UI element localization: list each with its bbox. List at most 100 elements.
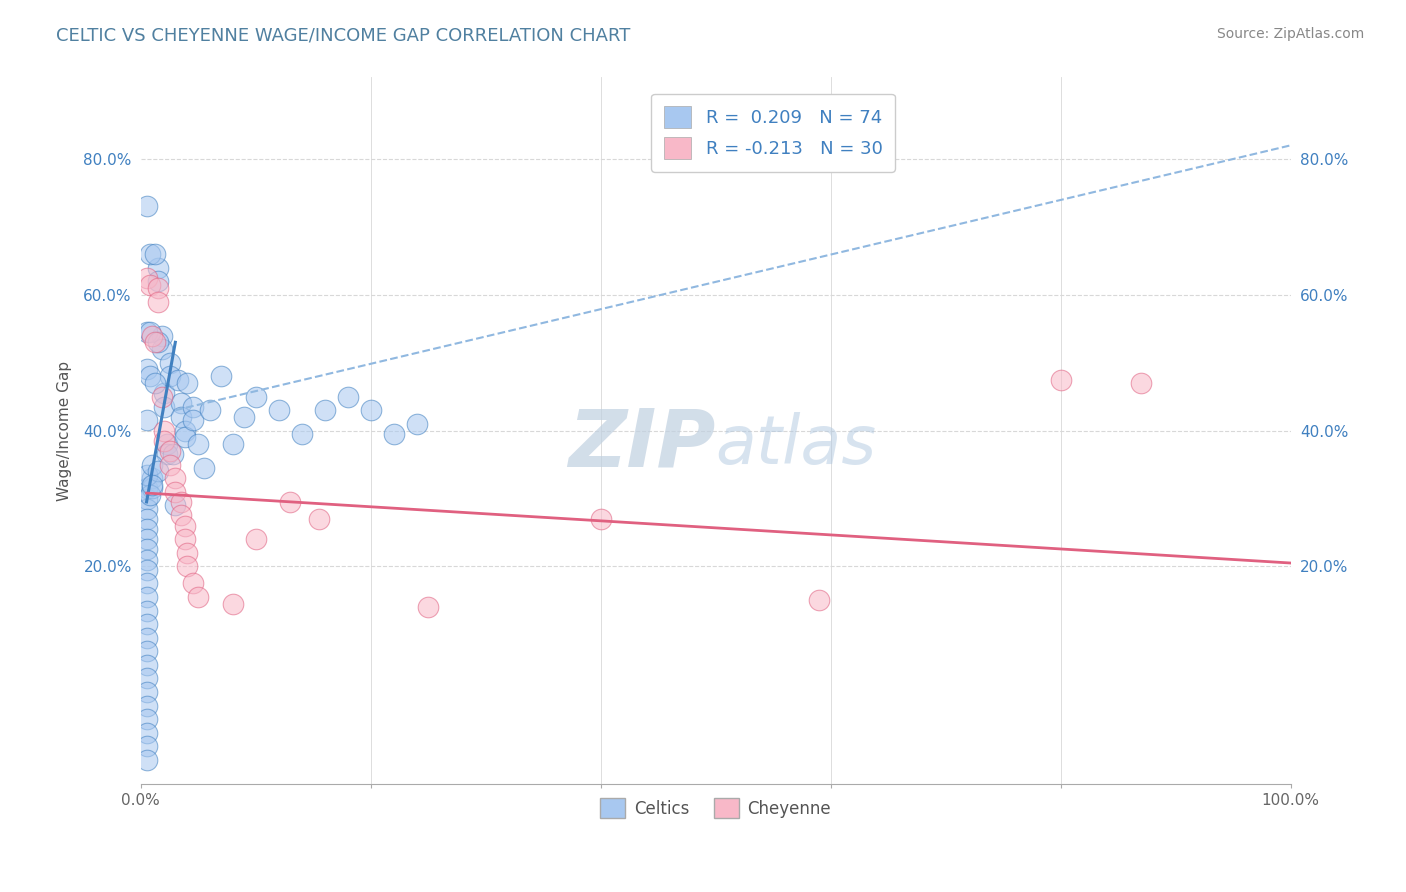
- Point: [141, 458, 163, 472]
- Point: [135, 542, 157, 557]
- Point: [146, 294, 169, 309]
- Point: [222, 437, 245, 451]
- Point: [135, 631, 157, 645]
- Point: [278, 495, 301, 509]
- Point: [150, 342, 173, 356]
- Point: [418, 600, 440, 615]
- Point: [135, 552, 157, 566]
- Point: [135, 753, 157, 767]
- Point: [143, 247, 166, 261]
- Point: [382, 427, 405, 442]
- Point: [245, 390, 267, 404]
- Point: [135, 501, 157, 516]
- Point: [173, 424, 195, 438]
- Y-axis label: Wage/Income Gap: Wage/Income Gap: [58, 360, 72, 500]
- Point: [170, 409, 193, 424]
- Point: [135, 199, 157, 213]
- Text: CELTIC VS CHEYENNE WAGE/INCOME GAP CORRELATION CHART: CELTIC VS CHEYENNE WAGE/INCOME GAP CORRE…: [56, 27, 631, 45]
- Point: [165, 498, 187, 512]
- Point: [141, 471, 163, 485]
- Point: [159, 369, 181, 384]
- Point: [181, 576, 204, 591]
- Point: [143, 376, 166, 390]
- Point: [198, 403, 221, 417]
- Point: [159, 444, 181, 458]
- Point: [135, 739, 157, 754]
- Text: atlas: atlas: [716, 412, 877, 478]
- Point: [139, 325, 162, 339]
- Point: [176, 546, 198, 560]
- Point: [209, 369, 232, 384]
- Point: [135, 576, 157, 591]
- Point: [181, 413, 204, 427]
- Point: [314, 403, 336, 417]
- Point: [135, 467, 157, 482]
- Point: [150, 328, 173, 343]
- Point: [135, 726, 157, 740]
- Point: [159, 356, 181, 370]
- Point: [153, 386, 176, 401]
- Point: [159, 458, 181, 472]
- Point: [135, 698, 157, 713]
- Point: [170, 508, 193, 523]
- Point: [156, 447, 179, 461]
- Point: [267, 403, 290, 417]
- Point: [336, 390, 359, 404]
- Point: [162, 447, 184, 461]
- Point: [308, 512, 330, 526]
- Point: [176, 559, 198, 574]
- Point: [146, 464, 169, 478]
- Point: [233, 409, 256, 424]
- Point: [139, 488, 162, 502]
- Point: [135, 413, 157, 427]
- Point: [187, 437, 209, 451]
- Point: [135, 617, 157, 632]
- Point: [165, 484, 187, 499]
- Point: [135, 590, 157, 604]
- Text: ZIP: ZIP: [568, 406, 716, 483]
- Point: [187, 590, 209, 604]
- Point: [135, 270, 157, 285]
- Point: [808, 593, 831, 607]
- Point: [245, 533, 267, 547]
- Legend: Celtics, Cheyenne: Celtics, Cheyenne: [593, 791, 838, 825]
- Point: [135, 522, 157, 536]
- Point: [153, 400, 176, 414]
- Text: Source: ZipAtlas.com: Source: ZipAtlas.com: [1216, 27, 1364, 41]
- Point: [139, 277, 162, 292]
- Point: [181, 400, 204, 414]
- Point: [141, 328, 163, 343]
- Point: [141, 481, 163, 495]
- Point: [173, 518, 195, 533]
- Point: [135, 491, 157, 506]
- Point: [135, 563, 157, 577]
- Point: [146, 335, 169, 350]
- Point: [146, 274, 169, 288]
- Point: [153, 434, 176, 448]
- Point: [135, 512, 157, 526]
- Point: [170, 396, 193, 410]
- Point: [135, 481, 157, 495]
- Point: [146, 281, 169, 295]
- Point: [143, 335, 166, 350]
- Point: [139, 247, 162, 261]
- Point: [135, 325, 157, 339]
- Point: [135, 712, 157, 726]
- Point: [156, 437, 179, 451]
- Point: [173, 430, 195, 444]
- Point: [173, 533, 195, 547]
- Point: [405, 417, 427, 431]
- Point: [360, 403, 382, 417]
- Point: [139, 369, 162, 384]
- Point: [135, 603, 157, 617]
- Point: [589, 512, 612, 526]
- Point: [166, 373, 188, 387]
- Point: [135, 533, 157, 547]
- Point: [170, 495, 193, 509]
- Point: [153, 424, 176, 438]
- Point: [165, 471, 187, 485]
- Point: [141, 478, 163, 492]
- Point: [291, 427, 314, 442]
- Point: [135, 644, 157, 658]
- Point: [135, 657, 157, 672]
